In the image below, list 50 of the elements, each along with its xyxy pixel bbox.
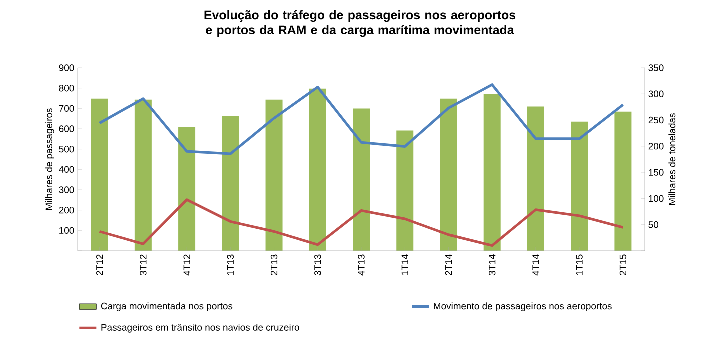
x-tick-label: 1T14 — [402, 254, 408, 276]
x-tick-label: 2T15 — [620, 254, 627, 276]
x-tick-label: 4T14 — [532, 254, 540, 276]
y2-tick-label: 100 — [649, 195, 664, 202]
legend-label: Movimento de passageiros nos aeroportos — [434, 302, 612, 312]
bar — [309, 88, 326, 251]
bar — [484, 94, 501, 251]
y-tick-label: 300 — [59, 186, 74, 194]
x-tick-label: 3T14 — [489, 254, 496, 276]
x-tick-label: 2T14 — [445, 254, 452, 276]
x-tick-label: 1T15 — [576, 254, 583, 276]
y-tick-label: 400 — [59, 166, 74, 174]
y2-tick-label: 300 — [648, 90, 664, 98]
x-tick-label: 4T13 — [358, 254, 365, 276]
y-tick-label: 200 — [59, 206, 74, 214]
bar — [396, 130, 414, 251]
bar — [266, 100, 283, 251]
y-tick-label: 600 — [59, 126, 74, 132]
bar — [614, 112, 632, 251]
y2-tick-label: 150 — [649, 169, 664, 176]
bar — [571, 122, 588, 251]
legend-label: Passageiros em trânsito nos navios de cruzeiro — [102, 324, 300, 333]
x-tick-label: 2T12 — [96, 254, 104, 276]
bar — [353, 108, 370, 251]
y-tick-label: 100 — [60, 227, 74, 234]
y2-tick-label: 50 — [648, 222, 659, 228]
y2-tick-label: 350 — [648, 64, 664, 72]
y-tick-label: 800 — [59, 84, 74, 92]
x-tick-label: 3T13 — [314, 254, 322, 276]
y-tick-label: 700 — [59, 105, 74, 112]
chart-title: Evolução do tráfego de passageiros nos aeroportos e portos da RAM e da carga marítima movimentada — [204, 10, 516, 38]
x-tick-label: 1T13 — [227, 254, 234, 276]
x-tick-label: 3T12 — [140, 254, 147, 276]
line-series — [98, 198, 624, 248]
bar — [134, 100, 152, 251]
bar — [527, 106, 544, 251]
x-tick-label: 4T12 — [184, 254, 190, 276]
bar — [178, 127, 196, 251]
x-tick-label: 2T13 — [270, 254, 278, 276]
y2-tick-label: 250 — [648, 116, 664, 124]
y-tick-label: 900 — [59, 64, 74, 72]
y-axis-title: Milhares de passageiros — [46, 108, 54, 210]
bar — [440, 98, 458, 251]
legend-label: Carga movimentada nos portos — [101, 302, 233, 312]
y2-axis-title: Milhares de toneladas — [668, 114, 676, 206]
bar — [222, 116, 240, 251]
y-tick-label: 500 — [59, 146, 74, 153]
line-series — [98, 84, 624, 156]
y2-tick-label: 200 — [648, 143, 664, 150]
bar — [91, 98, 108, 251]
